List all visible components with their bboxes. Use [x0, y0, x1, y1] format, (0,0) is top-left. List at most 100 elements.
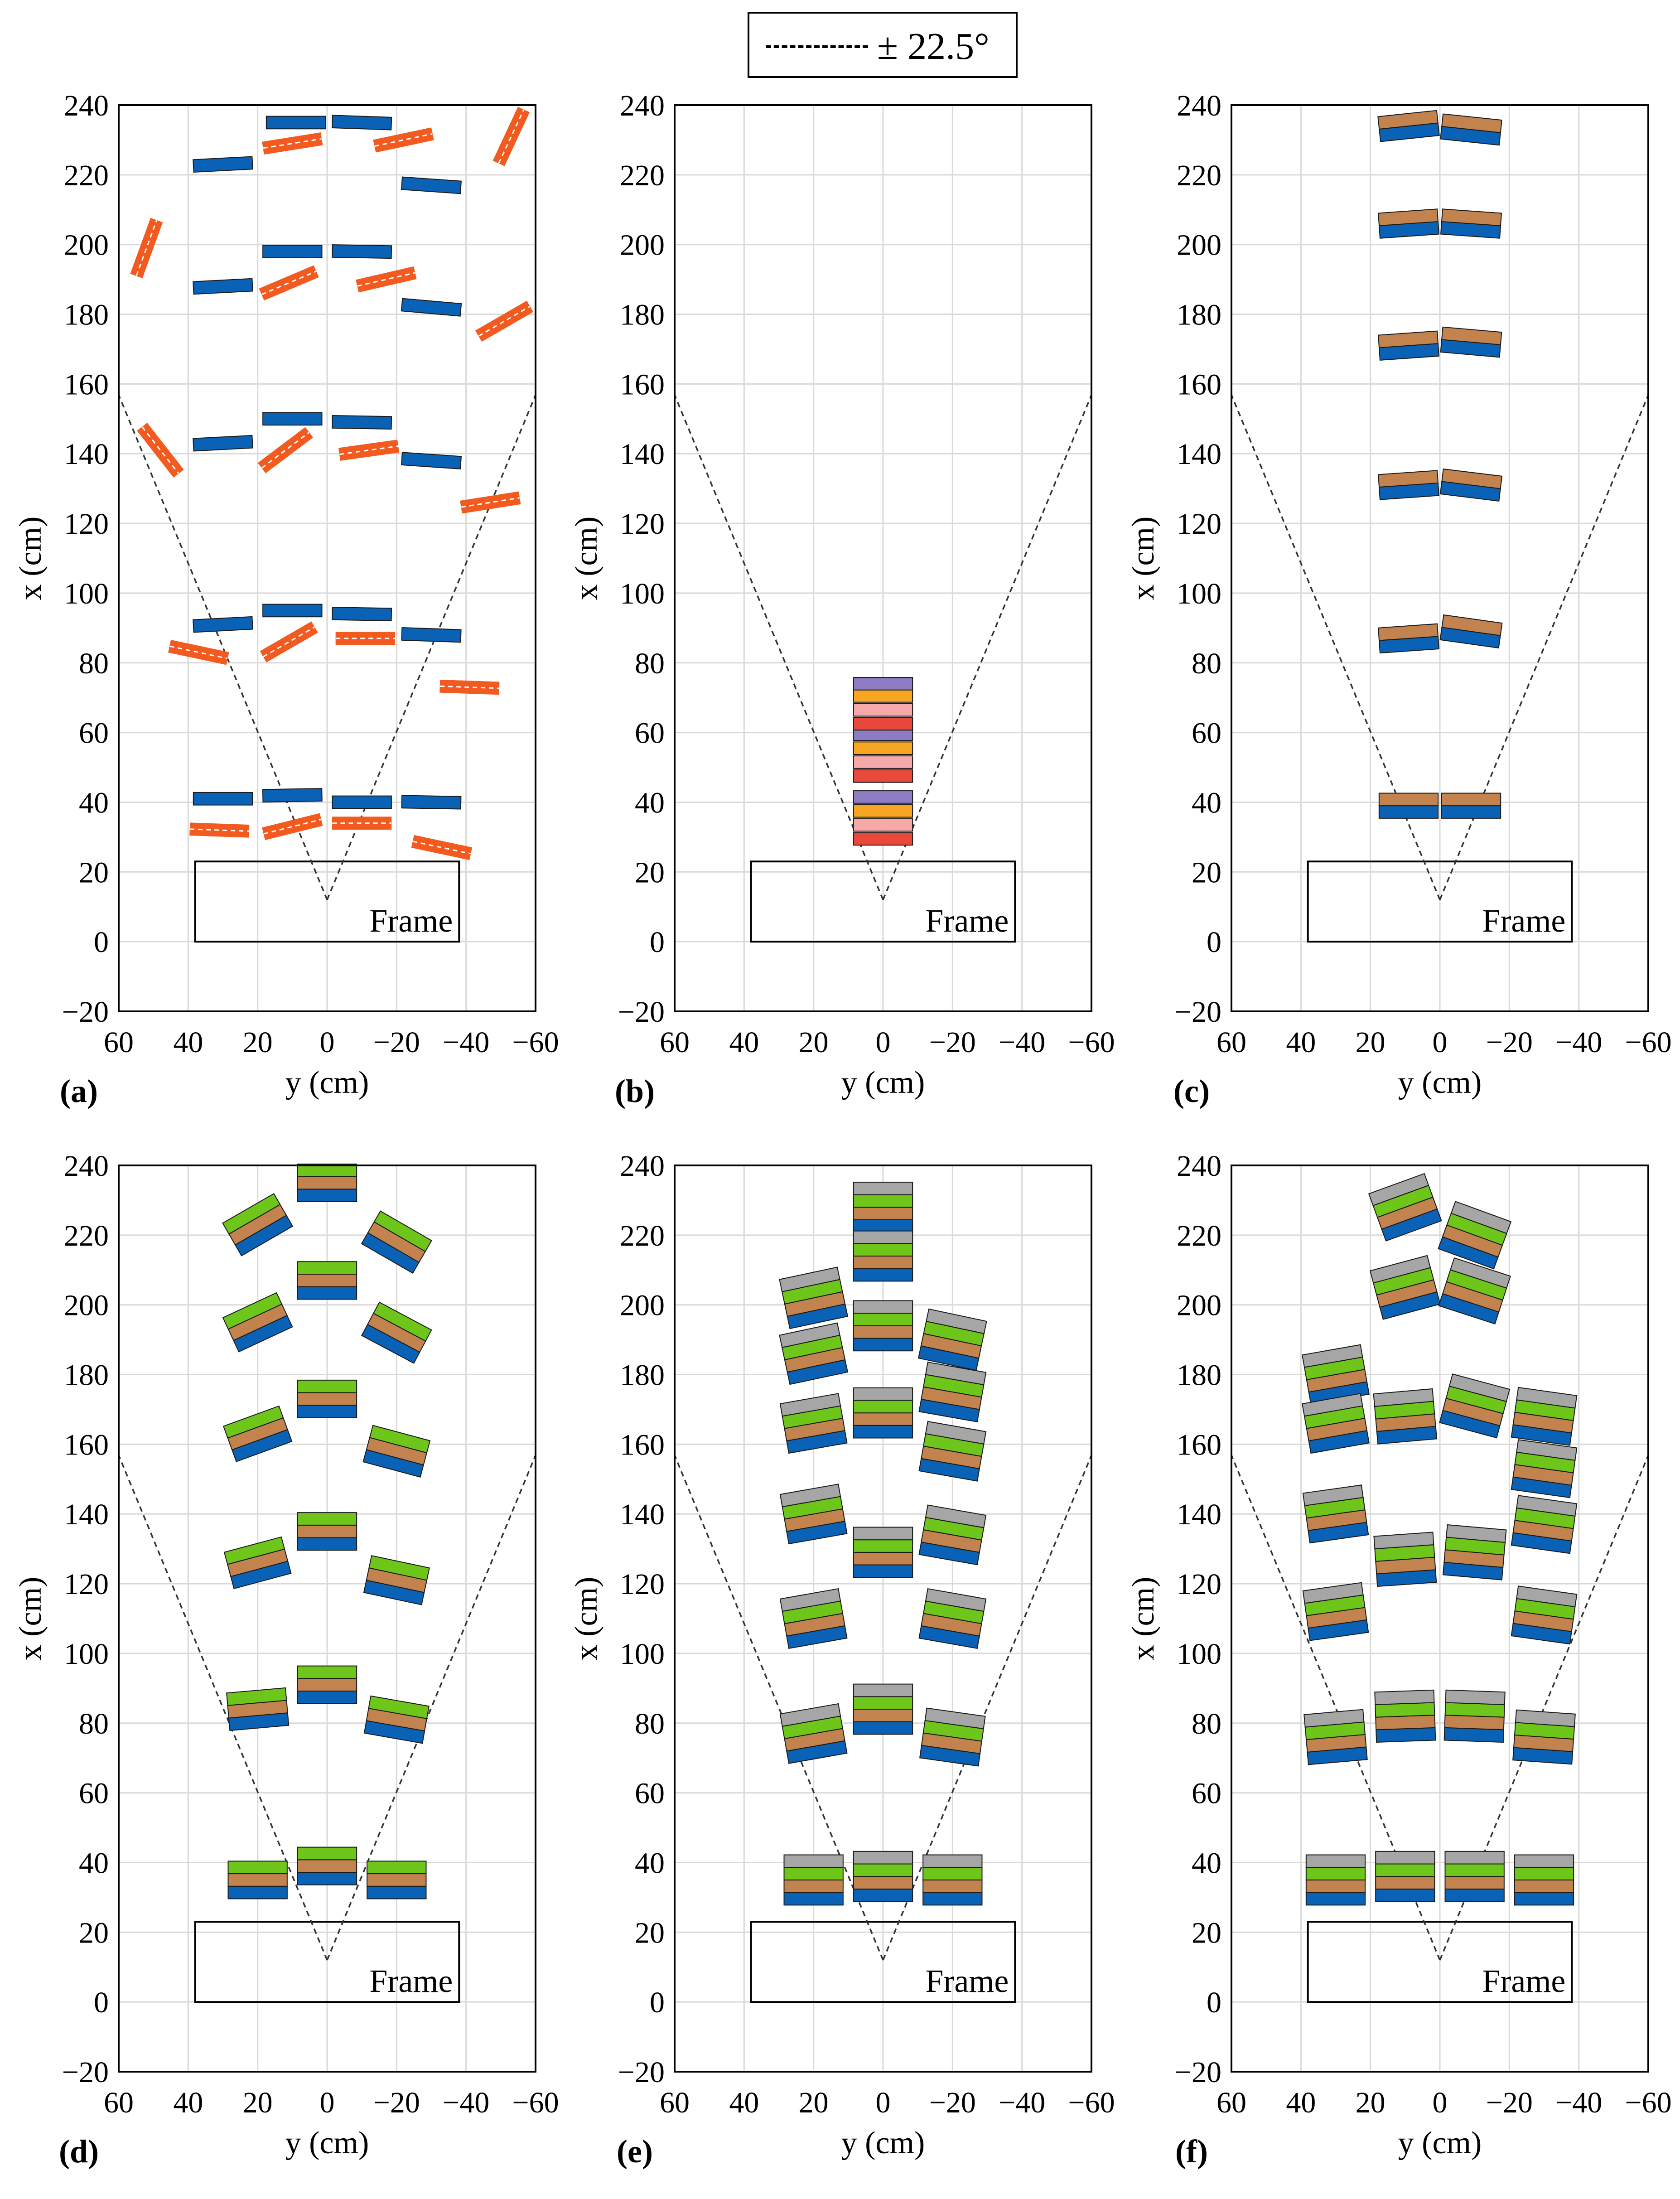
- module-layer-pink: [853, 818, 913, 832]
- dashed-module-body: [338, 440, 400, 461]
- module-layer-gray: [1516, 1439, 1578, 1461]
- y-tick-label: 180: [64, 1359, 109, 1392]
- module-layer-orange: [853, 741, 913, 755]
- fov-line-left: [674, 1455, 884, 1961]
- detector-module: [853, 1851, 913, 1902]
- y-tick-label: 240: [64, 89, 109, 122]
- y-tick-label: 100: [620, 1638, 665, 1671]
- module-layer-blue: [332, 795, 392, 809]
- x-tick-label: 40: [1286, 2086, 1316, 2119]
- dashed-module: [439, 679, 500, 695]
- module-layer-gray: [1448, 1373, 1511, 1402]
- panel-label: (d): [59, 2133, 99, 2170]
- module-layer-gray: [779, 1588, 841, 1612]
- x-tick-label: −60: [1068, 2086, 1115, 2119]
- module-layer-purple: [853, 790, 913, 804]
- y-tick-label: 40: [635, 1846, 665, 1880]
- module-layer-brown: [853, 1325, 913, 1339]
- module-layer-brown: [227, 1873, 288, 1887]
- dashed-module-line: [135, 220, 158, 276]
- module-layer-brown: [1377, 208, 1439, 227]
- module-layer-blue: [1514, 1892, 1574, 1906]
- dashed-module-body: [475, 300, 534, 342]
- y-tick-label: −20: [618, 2056, 665, 2089]
- dashed-module: [130, 217, 163, 278]
- y-tick-label: 240: [1177, 89, 1221, 122]
- detector-module: [1511, 1585, 1578, 1645]
- dashed-module: [492, 106, 530, 166]
- dashed-module: [373, 127, 434, 153]
- y-tick-label: 40: [1192, 1846, 1221, 1880]
- module-layer-blue: [853, 1721, 913, 1735]
- detector-module: [853, 1300, 913, 1352]
- dashed-module-line: [261, 432, 309, 469]
- module-layer-gray: [779, 1484, 841, 1508]
- axes-box: [118, 104, 536, 1012]
- module-layer-brown: [1441, 208, 1502, 227]
- dashed-module: [411, 835, 473, 860]
- module-layer-blue: [401, 298, 462, 317]
- module-layer-gray: [925, 1421, 987, 1445]
- module-layer-green: [297, 1512, 357, 1526]
- dashed-module-line: [461, 497, 520, 508]
- y-tick-label: 200: [620, 1289, 665, 1322]
- y-tick-label: 240: [620, 1150, 665, 1183]
- detector-module: [332, 115, 392, 130]
- module-layer-gray: [779, 1266, 840, 1292]
- dashed-module-line: [412, 841, 471, 855]
- dashed-module-line: [357, 272, 415, 287]
- module-layer-brown: [1375, 1876, 1435, 1890]
- y-tick-label: 140: [620, 1498, 665, 1531]
- x-tick-label: 60: [660, 1026, 690, 1059]
- y-tick-label: 20: [79, 1916, 109, 1949]
- dashed-module: [338, 440, 400, 461]
- detector-module: [922, 1854, 983, 1906]
- y-axis-label: x (cm): [13, 1577, 48, 1661]
- y-tick-label: 20: [1192, 1916, 1221, 1949]
- module-layer-gray: [783, 1854, 844, 1868]
- module-layer-blue: [853, 1888, 913, 1902]
- y-tick-label: 120: [64, 1568, 109, 1601]
- module-layer-gray: [1516, 1387, 1578, 1409]
- y-tick-label: 200: [620, 229, 665, 262]
- module-layer-brown: [1514, 1879, 1574, 1893]
- module-layer-blue: [193, 792, 253, 806]
- detector-module: [918, 1504, 987, 1566]
- module-layer-brown: [1441, 326, 1502, 345]
- module-layer-gray: [779, 1393, 841, 1417]
- y-tick-label: 220: [64, 159, 109, 192]
- fov-line-left: [118, 1455, 328, 1961]
- detector-module: [297, 1379, 357, 1418]
- dashed-module-line: [478, 306, 531, 337]
- module-layer-pink: [853, 755, 913, 769]
- detector-module: [918, 1421, 987, 1482]
- module-layer-blue: [262, 412, 323, 426]
- module-layer-gray: [1449, 1257, 1511, 1289]
- y-tick-label: 40: [1192, 786, 1221, 819]
- module-layer-green: [222, 1405, 284, 1439]
- x-tick-label: 0: [876, 2086, 891, 2119]
- dashed-module: [475, 300, 534, 342]
- module-layer-green: [297, 1846, 357, 1861]
- detector-module: [222, 1193, 294, 1257]
- module-layer-blue: [297, 1286, 357, 1300]
- detector-module: [1444, 1851, 1505, 1902]
- detector-module: [262, 604, 323, 618]
- detector-module: [779, 1393, 848, 1454]
- dashed-module-body: [137, 422, 184, 478]
- module-layer-green: [226, 1687, 287, 1706]
- detector-module: [1377, 208, 1440, 239]
- dashed-module-body: [373, 127, 434, 153]
- module-layer-green: [853, 1863, 913, 1877]
- axes-box: [118, 1165, 536, 2073]
- axes-box: [674, 1165, 1092, 2073]
- y-tick-label: 160: [64, 368, 109, 401]
- y-axis-label: x (cm): [569, 1577, 604, 1661]
- detector-module: [266, 116, 326, 130]
- module-layer-green: [368, 1695, 430, 1719]
- x-tick-label: 40: [729, 1026, 759, 1059]
- module-layer-gray: [922, 1854, 983, 1868]
- y-tick-label: 100: [620, 577, 665, 610]
- module-layer-red: [853, 832, 913, 846]
